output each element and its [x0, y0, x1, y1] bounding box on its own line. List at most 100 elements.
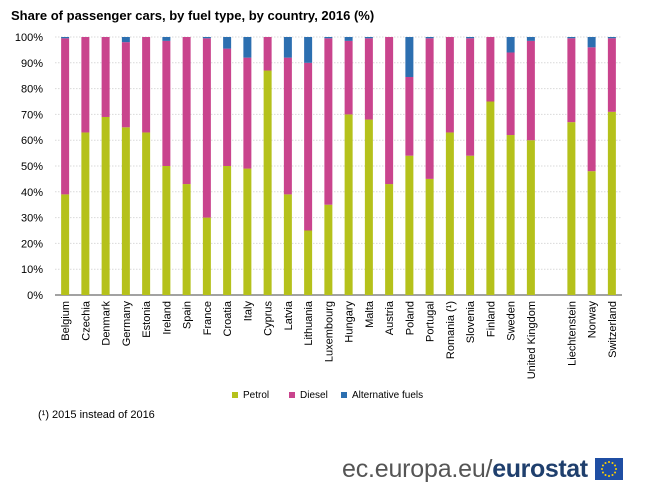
- bar-segment-alternative-fuels: [587, 37, 596, 48]
- bar-segment-petrol: [61, 194, 70, 295]
- legend: Petrol Diesel Alternative fuels: [232, 390, 423, 401]
- bar-segment-petrol: [526, 140, 535, 295]
- bar-segment-petrol: [466, 155, 475, 295]
- x-tick-label: France: [202, 301, 214, 335]
- bar-segment-diesel: [162, 40, 171, 167]
- bar-segment-diesel: [526, 40, 535, 141]
- x-tick-label: Spain: [182, 301, 194, 329]
- x-tick-label: Liechtenstein: [566, 301, 578, 366]
- bar-segment-diesel: [304, 62, 313, 231]
- x-tick-label: Lithuania: [303, 300, 315, 346]
- bar-segment-alternative-fuels: [223, 37, 232, 49]
- stacked-bar-chart: 0% 10% 20% 30% 40% 50% 60% 70% 80% 90% 100% Belgiu…: [15, 32, 622, 401]
- bar-segment-diesel: [405, 76, 414, 156]
- x-tick-label: Cyprus: [263, 301, 275, 336]
- bar-segment-diesel: [466, 38, 475, 156]
- bar-segment-petrol: [121, 127, 130, 295]
- bar-segment-petrol: [223, 166, 232, 295]
- y-tick-label: 50%: [21, 161, 43, 173]
- legend-swatch: [232, 392, 238, 398]
- bar-segment-petrol: [263, 70, 272, 295]
- y-tick-label: 60%: [21, 135, 43, 147]
- bar-segment-petrol: [445, 132, 454, 295]
- bar-segment-petrol: [567, 122, 576, 295]
- eurostat-logo-text: eurostat: [492, 454, 588, 483]
- x-tick-label: Austria: [384, 300, 396, 335]
- flag-star: [600, 468, 603, 470]
- bar-segment-diesel: [263, 37, 272, 71]
- y-tick-label: 90%: [21, 58, 43, 70]
- y-tick-label: 100%: [15, 32, 43, 44]
- legend-label: Alternative fuels: [352, 390, 423, 401]
- x-tick-label: Sweden: [506, 301, 518, 341]
- bar-segment-petrol: [202, 217, 211, 295]
- bar-segment-petrol: [344, 114, 353, 296]
- y-tick-label: 10%: [21, 264, 43, 276]
- x-axis-tick-labels: Belgium Czechia Denmark Germany Estonia Irela…: [60, 300, 619, 379]
- x-tick-label: Malta: [364, 300, 376, 328]
- bar-segment-alternative-fuels: [121, 37, 130, 43]
- bar-segment-alternative-fuels: [344, 37, 353, 41]
- flag-star: [604, 474, 607, 477]
- bar-segment-alternative-fuels: [304, 37, 313, 63]
- bar-segment-diesel: [344, 40, 353, 115]
- flag-star: [613, 464, 616, 467]
- bar-segment-diesel: [385, 37, 394, 185]
- x-tick-label: Slovenia: [465, 300, 477, 343]
- legend-label: Diesel: [300, 390, 328, 401]
- x-tick-label: Italy: [242, 301, 254, 322]
- bar-segment-petrol: [607, 111, 616, 295]
- bar-segment-diesel: [121, 42, 130, 128]
- bar-segment-alternative-fuels: [162, 37, 171, 41]
- bar-segment-petrol: [304, 230, 313, 295]
- bar-segment-petrol: [506, 135, 515, 295]
- bar-segment-diesel: [364, 38, 373, 120]
- x-tick-label: Finland: [485, 301, 497, 337]
- x-tick-label: United Kingdom: [526, 301, 538, 379]
- bar-segment-petrol: [142, 132, 151, 295]
- y-axis-tick-labels: 0% 10% 20% 30% 40% 50% 60% 70% 80% 90% 100%: [15, 32, 43, 302]
- y-tick-label: 30%: [21, 213, 43, 225]
- bar-segment-petrol: [81, 132, 90, 295]
- bar-segment-petrol: [324, 204, 333, 295]
- eurostat-branding: ec.europa.eu/eurostat: [342, 452, 623, 486]
- x-tick-label: Portugal: [425, 301, 437, 342]
- bar-segment-alternative-fuels: [364, 37, 373, 39]
- bar-segment-alternative-fuels: [283, 37, 292, 58]
- x-tick-label: Norway: [587, 301, 599, 339]
- legend-swatch: [289, 392, 295, 398]
- bar-segment-diesel: [587, 47, 596, 172]
- flag-star: [604, 461, 607, 464]
- bar-segment-petrol: [405, 155, 414, 295]
- flag-star: [607, 461, 610, 463]
- bar-segment-alternative-fuels: [506, 37, 515, 53]
- flag-star: [611, 474, 614, 477]
- x-tick-label: Latvia: [283, 300, 295, 330]
- bar-segment-alternative-fuels: [324, 37, 333, 39]
- x-tick-label: Romania (¹): [445, 301, 457, 359]
- x-tick-label: Czechia: [80, 300, 92, 341]
- x-tick-label: Denmark: [101, 301, 113, 346]
- bar-segment-petrol: [385, 184, 394, 295]
- bar-segment-petrol: [182, 184, 191, 295]
- x-tick-label: Ireland: [161, 301, 173, 335]
- bar-segment-alternative-fuels: [243, 37, 252, 58]
- flag-star: [607, 475, 610, 477]
- eu-flag-icon: [594, 458, 623, 480]
- y-tick-label: 40%: [21, 187, 43, 199]
- bar-segment-diesel: [567, 38, 576, 123]
- bar-segment-diesel: [283, 57, 292, 195]
- y-tick-label: 20%: [21, 238, 43, 250]
- x-tick-label: Germany: [121, 301, 133, 347]
- bar-segment-diesel: [243, 57, 252, 169]
- flag-star: [611, 461, 614, 464]
- bar-segment-diesel: [61, 38, 70, 195]
- flag-star: [601, 464, 604, 467]
- bar-segment-alternative-fuels: [567, 37, 576, 39]
- bar-segment-alternative-fuels: [607, 37, 616, 39]
- bar-segment-diesel: [506, 52, 515, 136]
- bar-segment-petrol: [101, 116, 110, 295]
- bar-segment-petrol: [587, 171, 596, 295]
- bar-segment-alternative-fuels: [526, 37, 535, 41]
- bar-segment-diesel: [182, 37, 191, 185]
